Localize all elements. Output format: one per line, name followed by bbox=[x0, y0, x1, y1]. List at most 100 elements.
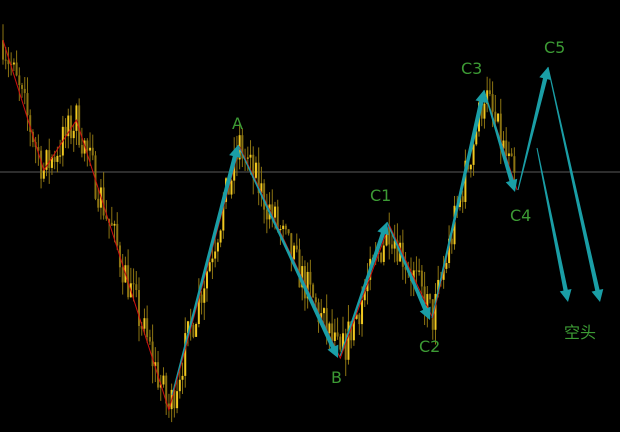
candle-body bbox=[464, 160, 467, 202]
candle-body bbox=[53, 157, 56, 162]
candle-body bbox=[206, 271, 208, 289]
candle-body bbox=[461, 196, 464, 202]
candle-body bbox=[312, 284, 315, 298]
candle-body bbox=[499, 113, 502, 149]
label-c1: C1 bbox=[370, 186, 392, 205]
candle-body bbox=[254, 162, 257, 178]
candle-body bbox=[293, 245, 296, 260]
candle-body bbox=[382, 245, 385, 262]
candle-body bbox=[97, 198, 100, 208]
candle-body bbox=[86, 140, 89, 151]
candle-body bbox=[412, 270, 415, 282]
candle-body bbox=[336, 332, 339, 337]
wave-arrows bbox=[171, 66, 604, 396]
candle-body bbox=[363, 291, 366, 301]
candle-body bbox=[110, 222, 113, 226]
candle-body bbox=[113, 223, 116, 226]
candle-body bbox=[176, 391, 179, 409]
candle-body bbox=[475, 131, 478, 145]
candle-body bbox=[219, 230, 222, 243]
candle-body bbox=[192, 325, 195, 337]
candle-body bbox=[186, 321, 189, 334]
candle-body bbox=[23, 88, 26, 94]
candle-body bbox=[140, 325, 143, 329]
candle-body bbox=[75, 105, 78, 131]
candle-body bbox=[361, 300, 364, 325]
candle-body bbox=[216, 242, 219, 252]
candle-body bbox=[497, 113, 500, 122]
candle-body bbox=[303, 266, 306, 299]
candle-body bbox=[342, 333, 344, 350]
candle-body bbox=[21, 85, 24, 89]
candle-body bbox=[121, 267, 124, 283]
candle-body bbox=[355, 314, 358, 319]
candle-body bbox=[396, 240, 399, 262]
candle-body bbox=[279, 229, 282, 231]
candle-body bbox=[480, 102, 483, 119]
candle-body bbox=[513, 156, 516, 173]
candle-body bbox=[295, 245, 298, 250]
candle-body bbox=[40, 150, 43, 179]
candle-body bbox=[325, 308, 328, 334]
candle-body bbox=[502, 140, 505, 149]
candle-body bbox=[306, 271, 309, 299]
candle-body bbox=[352, 318, 355, 341]
candle-body bbox=[18, 75, 21, 86]
candle-body bbox=[208, 262, 211, 272]
candle-body bbox=[15, 62, 18, 76]
wave-arrow bbox=[339, 222, 389, 357]
candle-body bbox=[350, 321, 353, 341]
label-short-forecast: 空头 bbox=[564, 323, 597, 342]
candle-body bbox=[184, 333, 187, 376]
candle-body bbox=[29, 115, 32, 132]
candle-body bbox=[328, 323, 331, 334]
candle-body bbox=[483, 103, 486, 119]
candle-body bbox=[116, 223, 119, 246]
candle-body bbox=[200, 294, 203, 303]
candle-body bbox=[246, 157, 249, 159]
candle-body bbox=[282, 225, 285, 230]
candle-body bbox=[507, 153, 510, 157]
candle-body bbox=[70, 115, 72, 139]
candle-body bbox=[167, 403, 170, 410]
candle-body bbox=[203, 288, 206, 303]
candle-body bbox=[89, 147, 92, 151]
candle-body bbox=[67, 115, 70, 137]
candle-body bbox=[211, 258, 214, 263]
candle-body bbox=[393, 240, 396, 249]
candle-body bbox=[322, 308, 325, 314]
candle-body bbox=[442, 268, 445, 280]
candle-body bbox=[178, 379, 181, 392]
candle-body bbox=[195, 324, 198, 337]
candle-body bbox=[2, 40, 4, 60]
candle-body bbox=[339, 336, 342, 350]
candle-body bbox=[380, 252, 383, 262]
candle-body bbox=[426, 294, 429, 314]
candle-body bbox=[132, 283, 135, 285]
candle-body bbox=[230, 180, 233, 195]
candle-body bbox=[388, 227, 391, 245]
candle-body bbox=[488, 90, 491, 95]
label-c4: C4 bbox=[510, 206, 532, 225]
candle-body bbox=[445, 263, 448, 269]
candle-body bbox=[48, 150, 51, 168]
label-c5: C5 bbox=[544, 38, 566, 57]
candle-body bbox=[301, 266, 304, 288]
candle-body bbox=[45, 150, 48, 170]
candle-body bbox=[146, 318, 149, 338]
wave-arrow bbox=[237, 144, 339, 358]
candle-body bbox=[257, 162, 260, 193]
wave-arrow bbox=[547, 66, 604, 303]
candle-body bbox=[358, 314, 361, 325]
candle-body bbox=[271, 204, 274, 218]
candle-body bbox=[418, 270, 421, 272]
candle-body bbox=[135, 284, 138, 290]
candle-body bbox=[404, 266, 407, 270]
candle-body bbox=[165, 375, 168, 404]
candle-body bbox=[154, 362, 157, 367]
candle-body bbox=[309, 271, 312, 285]
candle-body bbox=[331, 323, 334, 341]
candle-body bbox=[472, 144, 475, 165]
